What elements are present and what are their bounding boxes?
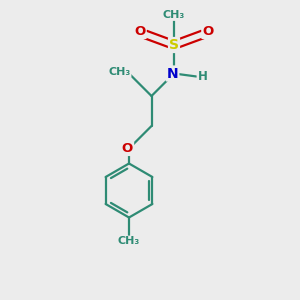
Text: CH₃: CH₃ [163,10,185,20]
Text: CH₃: CH₃ [108,67,130,77]
Text: O: O [122,142,133,155]
Text: H: H [198,70,207,83]
Text: CH₃: CH₃ [118,236,140,247]
Text: O: O [134,25,146,38]
Text: S: S [169,38,179,52]
Text: N: N [167,67,178,80]
Text: O: O [202,25,214,38]
